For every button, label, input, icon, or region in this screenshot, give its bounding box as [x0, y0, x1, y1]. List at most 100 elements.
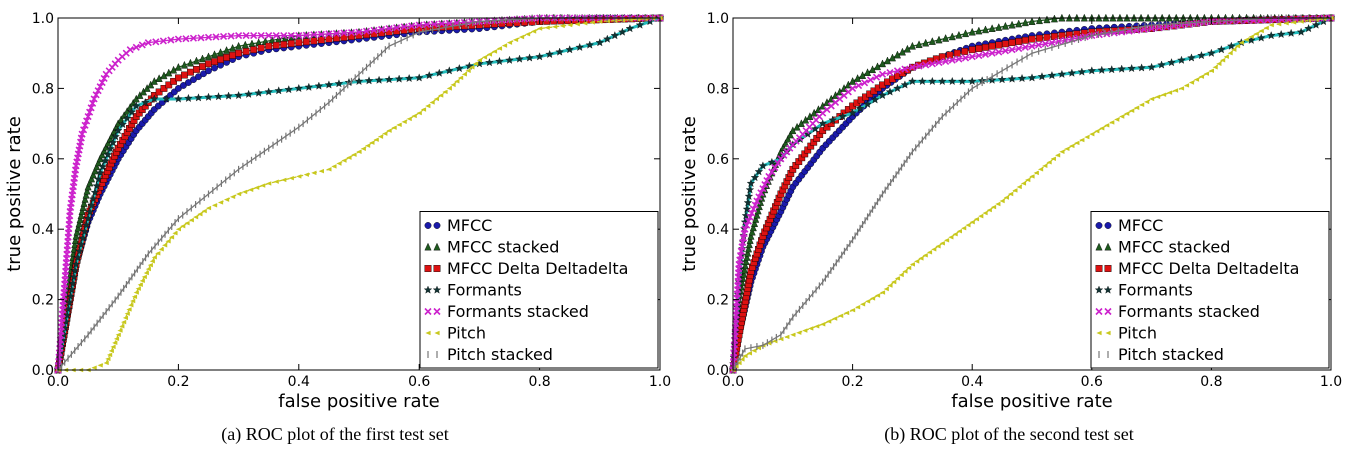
data-point	[872, 73, 881, 81]
data-point	[891, 279, 897, 285]
legend-marker	[433, 265, 441, 272]
data-point	[750, 173, 760, 182]
data-point	[874, 62, 882, 71]
data-point	[790, 332, 796, 337]
data-point	[310, 37, 318, 45]
data-point	[159, 37, 167, 45]
data-point	[1238, 40, 1244, 45]
data-point	[1099, 126, 1105, 131]
y-tick-label: 0.0	[32, 363, 54, 379]
legend-marker	[434, 330, 440, 336]
data-point	[181, 71, 188, 79]
data-point	[354, 76, 364, 85]
legend-label: Pitch stacked	[447, 345, 553, 364]
data-point	[393, 24, 401, 32]
legend-entry-formants: Formants	[1094, 281, 1193, 300]
legend-marker	[433, 307, 441, 316]
data-point	[133, 290, 139, 295]
data-point	[386, 128, 392, 133]
data-point	[1033, 170, 1039, 176]
data-point	[227, 32, 235, 40]
data-point	[748, 209, 756, 217]
data-point	[990, 204, 997, 210]
data-point	[908, 41, 916, 50]
legend-entry-pitch: Pitch	[1096, 324, 1157, 343]
data-point	[128, 303, 134, 308]
data-point	[468, 18, 476, 26]
data-point	[1097, 65, 1106, 74]
legend-marker	[433, 222, 441, 229]
x-tick-label: 0.2	[841, 374, 863, 390]
data-point	[257, 44, 265, 52]
data-point	[317, 30, 325, 38]
data-point	[1065, 31, 1073, 39]
data-point	[988, 49, 996, 57]
data-point	[1291, 20, 1297, 25]
data-point	[973, 216, 980, 222]
data-point	[757, 189, 765, 197]
legend-marker	[1104, 222, 1112, 229]
data-point	[496, 46, 503, 51]
data-point	[988, 24, 996, 32]
data-point	[943, 238, 950, 243]
data-point	[961, 48, 969, 55]
data-point	[420, 107, 427, 112]
data-point	[751, 201, 759, 209]
data-point	[768, 168, 776, 176]
legend-entry-mfcc-delta-deltadelta: MFCC Delta Deltadelta	[1095, 259, 1299, 278]
data-point	[1001, 47, 1009, 55]
data-point	[918, 76, 927, 85]
data-point	[197, 34, 205, 42]
data-point	[525, 53, 534, 62]
data-point	[1035, 41, 1043, 49]
data-point	[442, 89, 448, 95]
data-point	[1172, 88, 1179, 93]
data-point	[1140, 25, 1148, 34]
data-point	[811, 124, 820, 133]
data-point	[147, 262, 153, 268]
series-pitch	[55, 15, 663, 373]
data-point	[975, 26, 983, 35]
legend-entry-mfcc-stacked: MFCC stacked	[1095, 238, 1230, 257]
data-point	[465, 68, 471, 73]
data-point	[935, 244, 941, 249]
data-point	[1267, 31, 1276, 40]
data-point	[67, 285, 76, 294]
data-point	[922, 38, 930, 47]
data-point	[254, 185, 260, 190]
data-point	[952, 232, 958, 237]
data-point	[96, 83, 104, 91]
legend-label: Formants	[447, 281, 522, 300]
data-point	[318, 168, 324, 174]
legend-marker	[433, 242, 441, 251]
data-point	[922, 61, 930, 69]
data-point	[751, 219, 759, 227]
data-point	[746, 351, 753, 356]
data-point	[850, 307, 856, 313]
data-point	[886, 68, 894, 77]
data-point	[948, 235, 954, 240]
data-point	[362, 27, 371, 35]
data-point	[87, 201, 96, 210]
data-point	[265, 32, 273, 40]
data-point	[1157, 60, 1166, 69]
data-point	[1144, 99, 1150, 105]
data-point	[193, 65, 200, 73]
data-point	[294, 83, 303, 92]
data-point	[127, 107, 136, 116]
data-point	[746, 236, 754, 244]
data-point	[75, 219, 83, 228]
data-point	[1193, 77, 1200, 82]
data-point	[86, 178, 94, 187]
data-point	[1089, 131, 1095, 137]
data-point	[766, 341, 772, 346]
data-point	[1037, 72, 1047, 81]
data-point	[893, 83, 902, 92]
data-point	[942, 34, 950, 42]
data-point	[1094, 129, 1100, 134]
data-point	[92, 181, 101, 190]
data-point	[748, 227, 756, 236]
data-point	[115, 332, 121, 337]
data-point	[965, 222, 971, 228]
data-point	[155, 251, 161, 256]
